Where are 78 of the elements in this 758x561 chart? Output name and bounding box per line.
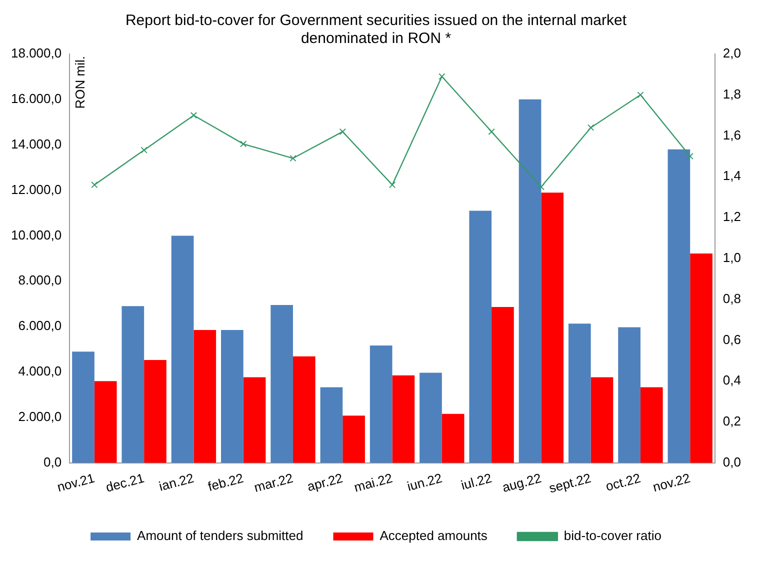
legend-label: Amount of tenders submitted [137, 528, 304, 544]
y-axis-title: RON mil. [72, 56, 88, 109]
point [290, 154, 296, 162]
y2-tick-label: 0,4 [722, 372, 742, 388]
bar [541, 192, 564, 463]
x-tick-label: iun.22 [406, 470, 444, 494]
y-tick-label: 8.000,0 [18, 272, 62, 288]
y2-tick-label: 1,4 [722, 168, 742, 184]
bar [668, 149, 690, 463]
bar [194, 330, 216, 463]
x-tick-label: ian.22 [157, 470, 196, 494]
bar [270, 305, 293, 463]
y-tick-label: 10.000,0 [10, 227, 62, 242]
y2-tick-label: 1,8 [722, 86, 742, 102]
x-tick-label: apr.22 [306, 470, 344, 494]
bar [442, 414, 464, 463]
y-tick-label: 0,0 [44, 454, 62, 470]
y2-tick-label: 2,0 [722, 46, 742, 61]
x-tick-label: sept.22 [547, 470, 593, 496]
point [140, 146, 148, 154]
point [339, 128, 346, 136]
point [686, 152, 694, 160]
bar [590, 377, 614, 463]
y2-tick-label: 0,0 [722, 454, 742, 470]
point [190, 112, 198, 119]
x-tick-label: mai.22 [352, 470, 394, 495]
bar [94, 381, 117, 463]
x-tick-label: iul.22 [459, 470, 494, 493]
point [488, 128, 495, 136]
bar [320, 387, 343, 463]
bar [122, 306, 144, 463]
bar [292, 356, 316, 463]
bar [370, 345, 392, 463]
bar [492, 307, 514, 463]
bar [392, 375, 415, 463]
y2-tick-label: 1,2 [722, 209, 742, 224]
x-tick-label: aug.22 [500, 470, 543, 496]
y2-tick-label: 0,2 [722, 414, 742, 429]
bar [690, 253, 712, 463]
y-tick-label: 2.000,0 [18, 409, 62, 424]
y2-tick-label: 1,0 [722, 250, 742, 266]
chart-title: Report bid-to-cover for Government securities issued on the internal market denominated in RON * [125, 12, 628, 48]
bar [72, 352, 94, 463]
y2-tick-label: 1,6 [722, 127, 742, 142]
point [91, 182, 98, 188]
bar [618, 327, 640, 463]
x-tick-label: oct.22 [604, 470, 642, 494]
y-tick-label: 12.000,0 [10, 182, 62, 197]
y-tick-label: 4.000,0 [18, 364, 62, 379]
y-tick-label: 14.000,0 [10, 136, 62, 152]
bar [469, 210, 492, 463]
point [240, 140, 247, 148]
bar [243, 377, 266, 463]
y-tick-label: 6.000,0 [18, 318, 62, 334]
x-tick-label: mar.22 [252, 470, 295, 496]
bar [568, 324, 591, 463]
point [538, 184, 545, 190]
bar [342, 416, 365, 463]
bar [518, 99, 542, 463]
x-tick-label: dec.21 [104, 470, 146, 495]
bar [420, 372, 442, 463]
bar [640, 387, 663, 463]
x-tick-label: nov.22 [651, 470, 692, 495]
bar [221, 330, 244, 463]
y2-tick-label: 0,6 [722, 332, 742, 347]
point [588, 124, 594, 131]
point [438, 73, 446, 80]
legend-label: bid-to-cover ratio [564, 528, 662, 544]
bar [171, 236, 194, 463]
point [637, 92, 644, 98]
bar [144, 360, 166, 463]
y2-tick-label: 0,8 [722, 290, 742, 306]
y-tick-label: 18.000,0 [10, 46, 62, 61]
x-tick-label: nov.21 [55, 470, 96, 495]
x-tick-label: feb.22 [206, 470, 246, 494]
legend-label: Accepted amounts [380, 528, 488, 544]
y-tick-label: 16.000,0 [10, 91, 62, 106]
point [388, 182, 396, 188]
